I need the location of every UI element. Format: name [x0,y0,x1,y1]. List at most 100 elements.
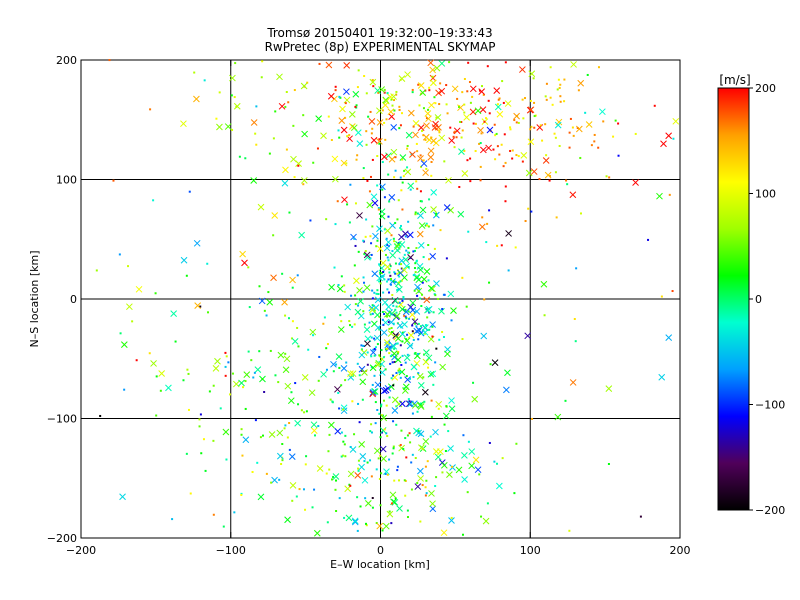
data-point-cross [415,276,423,284]
data-point-dot [240,433,243,436]
data-point-cross [331,155,339,163]
data-point-dot [415,325,418,328]
data-point-dot [381,318,384,321]
data-point-cross [399,400,406,408]
data-point-dot [340,384,343,387]
data-point-cross [419,89,427,96]
data-point-dot [392,420,395,423]
data-point-cross [370,136,378,144]
data-point-cross [448,405,456,413]
data-point-cross [479,106,487,113]
data-point-cross [448,137,456,144]
data-point-dot [421,293,424,296]
data-point-dot [349,324,352,327]
data-point-cross [369,349,377,356]
data-point-dot [390,277,393,280]
data-point-cross [289,482,297,489]
data-point-cross [394,242,401,250]
data-point-cross [165,384,172,392]
data-point-dot [348,221,351,224]
data-point-dot [488,441,491,444]
data-point-cross [427,284,435,292]
data-point-cross [348,111,356,118]
data-point-cross [372,304,380,312]
data-point-cross [404,376,411,383]
data-point-dot [424,224,427,227]
data-point-dot [363,75,366,78]
data-point-dot [370,132,373,135]
data-point-dot [284,424,287,427]
data-point-dot [396,352,399,355]
data-point-dot [378,263,381,266]
data-point-dot [574,340,577,343]
data-point-cross [359,452,367,460]
data-point-dot [427,366,430,369]
data-point-cross [381,299,389,306]
data-point-dot [362,176,365,179]
data-point-cross [394,335,402,342]
data-point-cross [336,285,344,293]
data-point-cross [378,212,386,220]
data-point-cross [427,370,435,378]
data-point-cross [180,120,187,128]
data-point-cross [316,465,324,472]
data-point-dot [373,291,376,294]
data-point-dot [407,220,410,223]
data-point-dot [488,209,491,212]
data-point-cross [345,514,353,522]
data-point-dot [411,91,414,94]
data-point-dot [396,218,399,221]
data-point-dot [383,399,386,402]
data-point-dot [447,430,450,433]
data-point-dot [390,234,393,237]
data-point-dot [532,77,535,80]
data-point-cross [427,59,435,67]
data-point-cross [180,256,188,264]
data-point-cross [349,370,357,378]
data-point-cross [414,483,422,490]
data-point-dot [458,185,461,188]
data-point-dot [426,224,429,227]
data-point-cross [445,176,452,184]
data-point-cross [399,154,407,161]
data-point-dot [403,169,406,172]
data-point-cross [463,113,470,121]
data-point-dot [481,216,484,219]
data-point-cross [341,196,348,204]
data-point-dot [399,371,402,374]
data-point-cross [413,327,421,335]
data-point-dot [255,105,258,108]
data-point-cross [406,231,414,239]
data-point-dot [468,81,471,84]
data-point-dot [461,276,464,279]
data-point-cross [294,419,302,427]
data-point-dot [484,117,487,120]
data-point-dot [159,389,162,392]
data-point-dot [254,132,257,135]
data-point-dot [335,363,338,366]
data-point-cross [665,132,673,140]
data-point-dot [494,158,497,161]
colorbar-ticks: 200 100 0 −100 −200 [717,82,785,517]
data-point-dot [602,120,605,123]
data-point-dot [529,99,532,102]
data-point-dot [207,311,210,314]
data-point-cross [403,262,411,270]
data-point-cross [540,280,548,288]
data-point-cross [268,431,276,438]
data-point-dot [411,324,414,327]
data-point-dot [378,280,381,283]
x-tick-label: −100 [216,544,246,557]
data-point-dot [431,325,434,328]
data-point-dot [327,450,330,453]
data-point-dot [377,208,380,211]
data-point-cross [423,268,431,275]
data-point-cross [352,90,360,98]
data-point-cross [374,296,382,304]
data-point-cross [461,476,468,483]
data-point-dot [614,119,617,122]
data-point-dot [548,179,551,182]
data-point-dot [428,328,431,331]
data-point-cross [413,273,421,280]
data-point-dot [467,440,470,443]
